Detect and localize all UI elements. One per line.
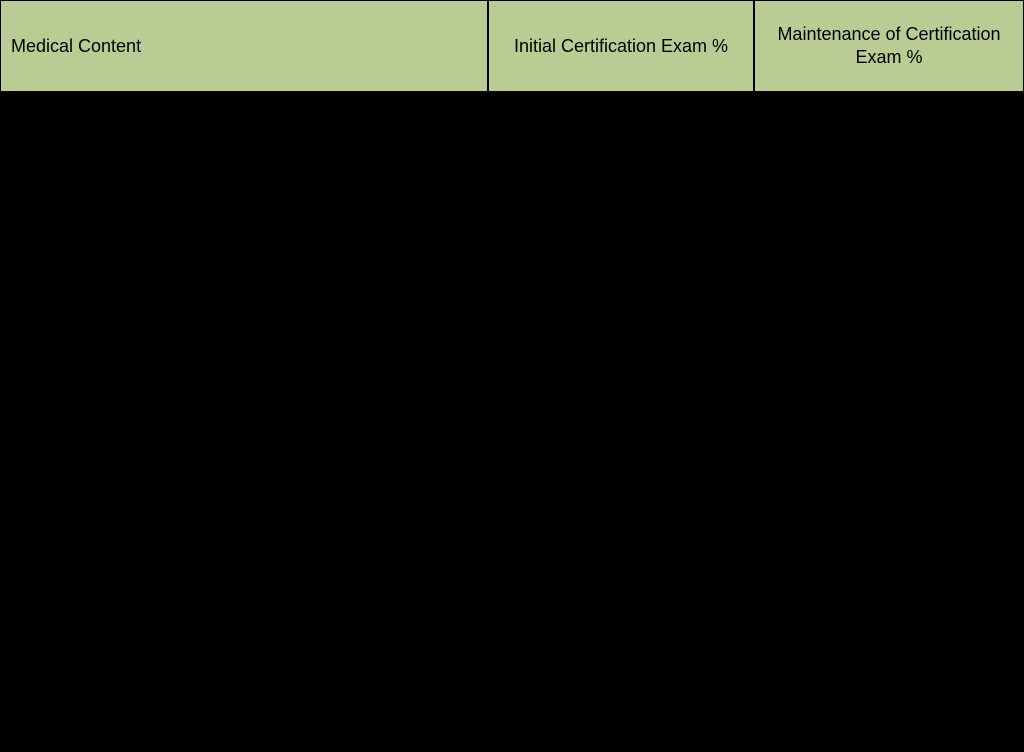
column-header-label: Maintenance of Certification Exam %	[767, 23, 1011, 70]
column-header-medical-content: Medical Content	[0, 0, 488, 92]
column-header-label: Medical Content	[11, 36, 141, 57]
certification-table: Medical Content Initial Certification Ex…	[0, 0, 1024, 92]
column-header-maintenance-cert: Maintenance of Certification Exam %	[754, 0, 1024, 92]
column-header-label: Initial Certification Exam %	[514, 36, 728, 57]
table-header-row: Medical Content Initial Certification Ex…	[0, 0, 1024, 92]
column-header-initial-cert: Initial Certification Exam %	[488, 0, 754, 92]
